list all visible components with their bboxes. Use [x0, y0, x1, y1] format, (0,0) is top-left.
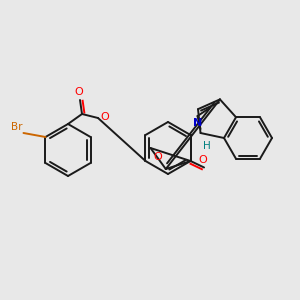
- Text: Br: Br: [11, 122, 22, 132]
- Text: N: N: [193, 118, 202, 128]
- Text: H: H: [203, 141, 211, 151]
- Text: O: O: [199, 155, 207, 166]
- Text: O: O: [100, 112, 109, 122]
- Text: O: O: [75, 87, 83, 97]
- Text: O: O: [154, 152, 162, 162]
